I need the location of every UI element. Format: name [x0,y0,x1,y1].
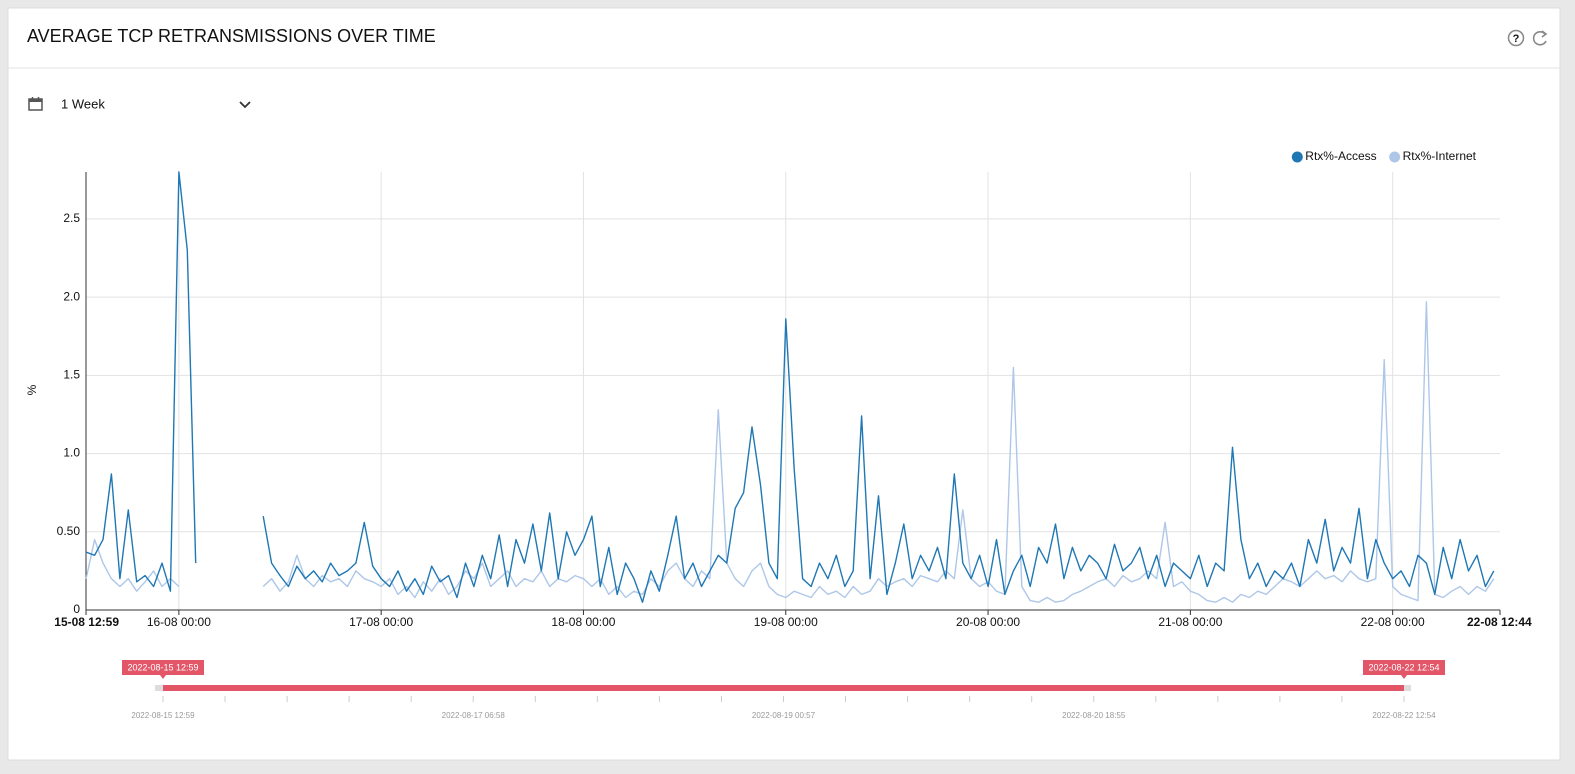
y-tick-label: 2.5 [63,211,80,225]
series-line [85,171,1495,603]
x-tick-label: 18-08 00:00 [551,615,615,629]
svg-text:?: ? [1513,33,1520,45]
x-tick-label: 15-08 12:59 [54,615,119,629]
range-axis-label: 2022-08-20 18:55 [1062,711,1126,720]
x-tick-label: 16-08 00:00 [147,615,211,629]
dropdown-chevron[interactable] [239,101,251,109]
range-handle-label-bg [122,660,204,675]
x-tick-label: 22-08 00:00 [1361,615,1425,629]
range-handle-label-bg [1363,660,1445,675]
help-icon[interactable]: ? [1507,29,1525,47]
y-tick-label: 1.5 [63,368,80,382]
period-select[interactable]: 1 Week [61,96,105,111]
range-handle-pointer [160,675,166,679]
range-axis-label: 2022-08-19 00:57 [752,711,816,720]
legend-swatch [1389,151,1401,163]
x-tick-label: 22-08 12:44 [1467,615,1532,629]
x-tick-label: 20-08 00:00 [956,615,1020,629]
range-handle-label: 2022-08-15 12:59 [127,662,198,672]
range-selection [163,685,1404,691]
series-line [85,301,1495,603]
legend-swatch [1291,151,1303,163]
range-axis-label: 2022-08-22 12:54 [1372,711,1436,720]
y-axis-label: % [25,384,39,395]
panel-title: AVERAGE TCP RETRANSMISSIONS OVER TIME [27,26,436,46]
range-axis-label: 2022-08-17 06:58 [442,711,506,720]
y-tick-label: 1.0 [63,446,80,460]
range-axis-label: 2022-08-15 12:59 [131,711,195,720]
y-tick-label: 0 [73,602,80,616]
y-tick-label: 2.0 [63,289,80,303]
x-tick-label: 17-08 00:00 [349,615,413,629]
range-handle-pointer [1401,675,1407,679]
refresh-icon[interactable] [1532,30,1548,46]
calendar-icon [28,97,43,111]
y-tick-label: 0.50 [57,524,81,538]
range-handle-label: 2022-08-22 12:54 [1368,662,1439,672]
x-tick-label: 19-08 00:00 [754,615,818,629]
x-tick-label: 21-08 00:00 [1158,615,1222,629]
legend-label: Rtx%-Access [1305,149,1376,163]
legend-label: Rtx%-Internet [1403,149,1477,163]
